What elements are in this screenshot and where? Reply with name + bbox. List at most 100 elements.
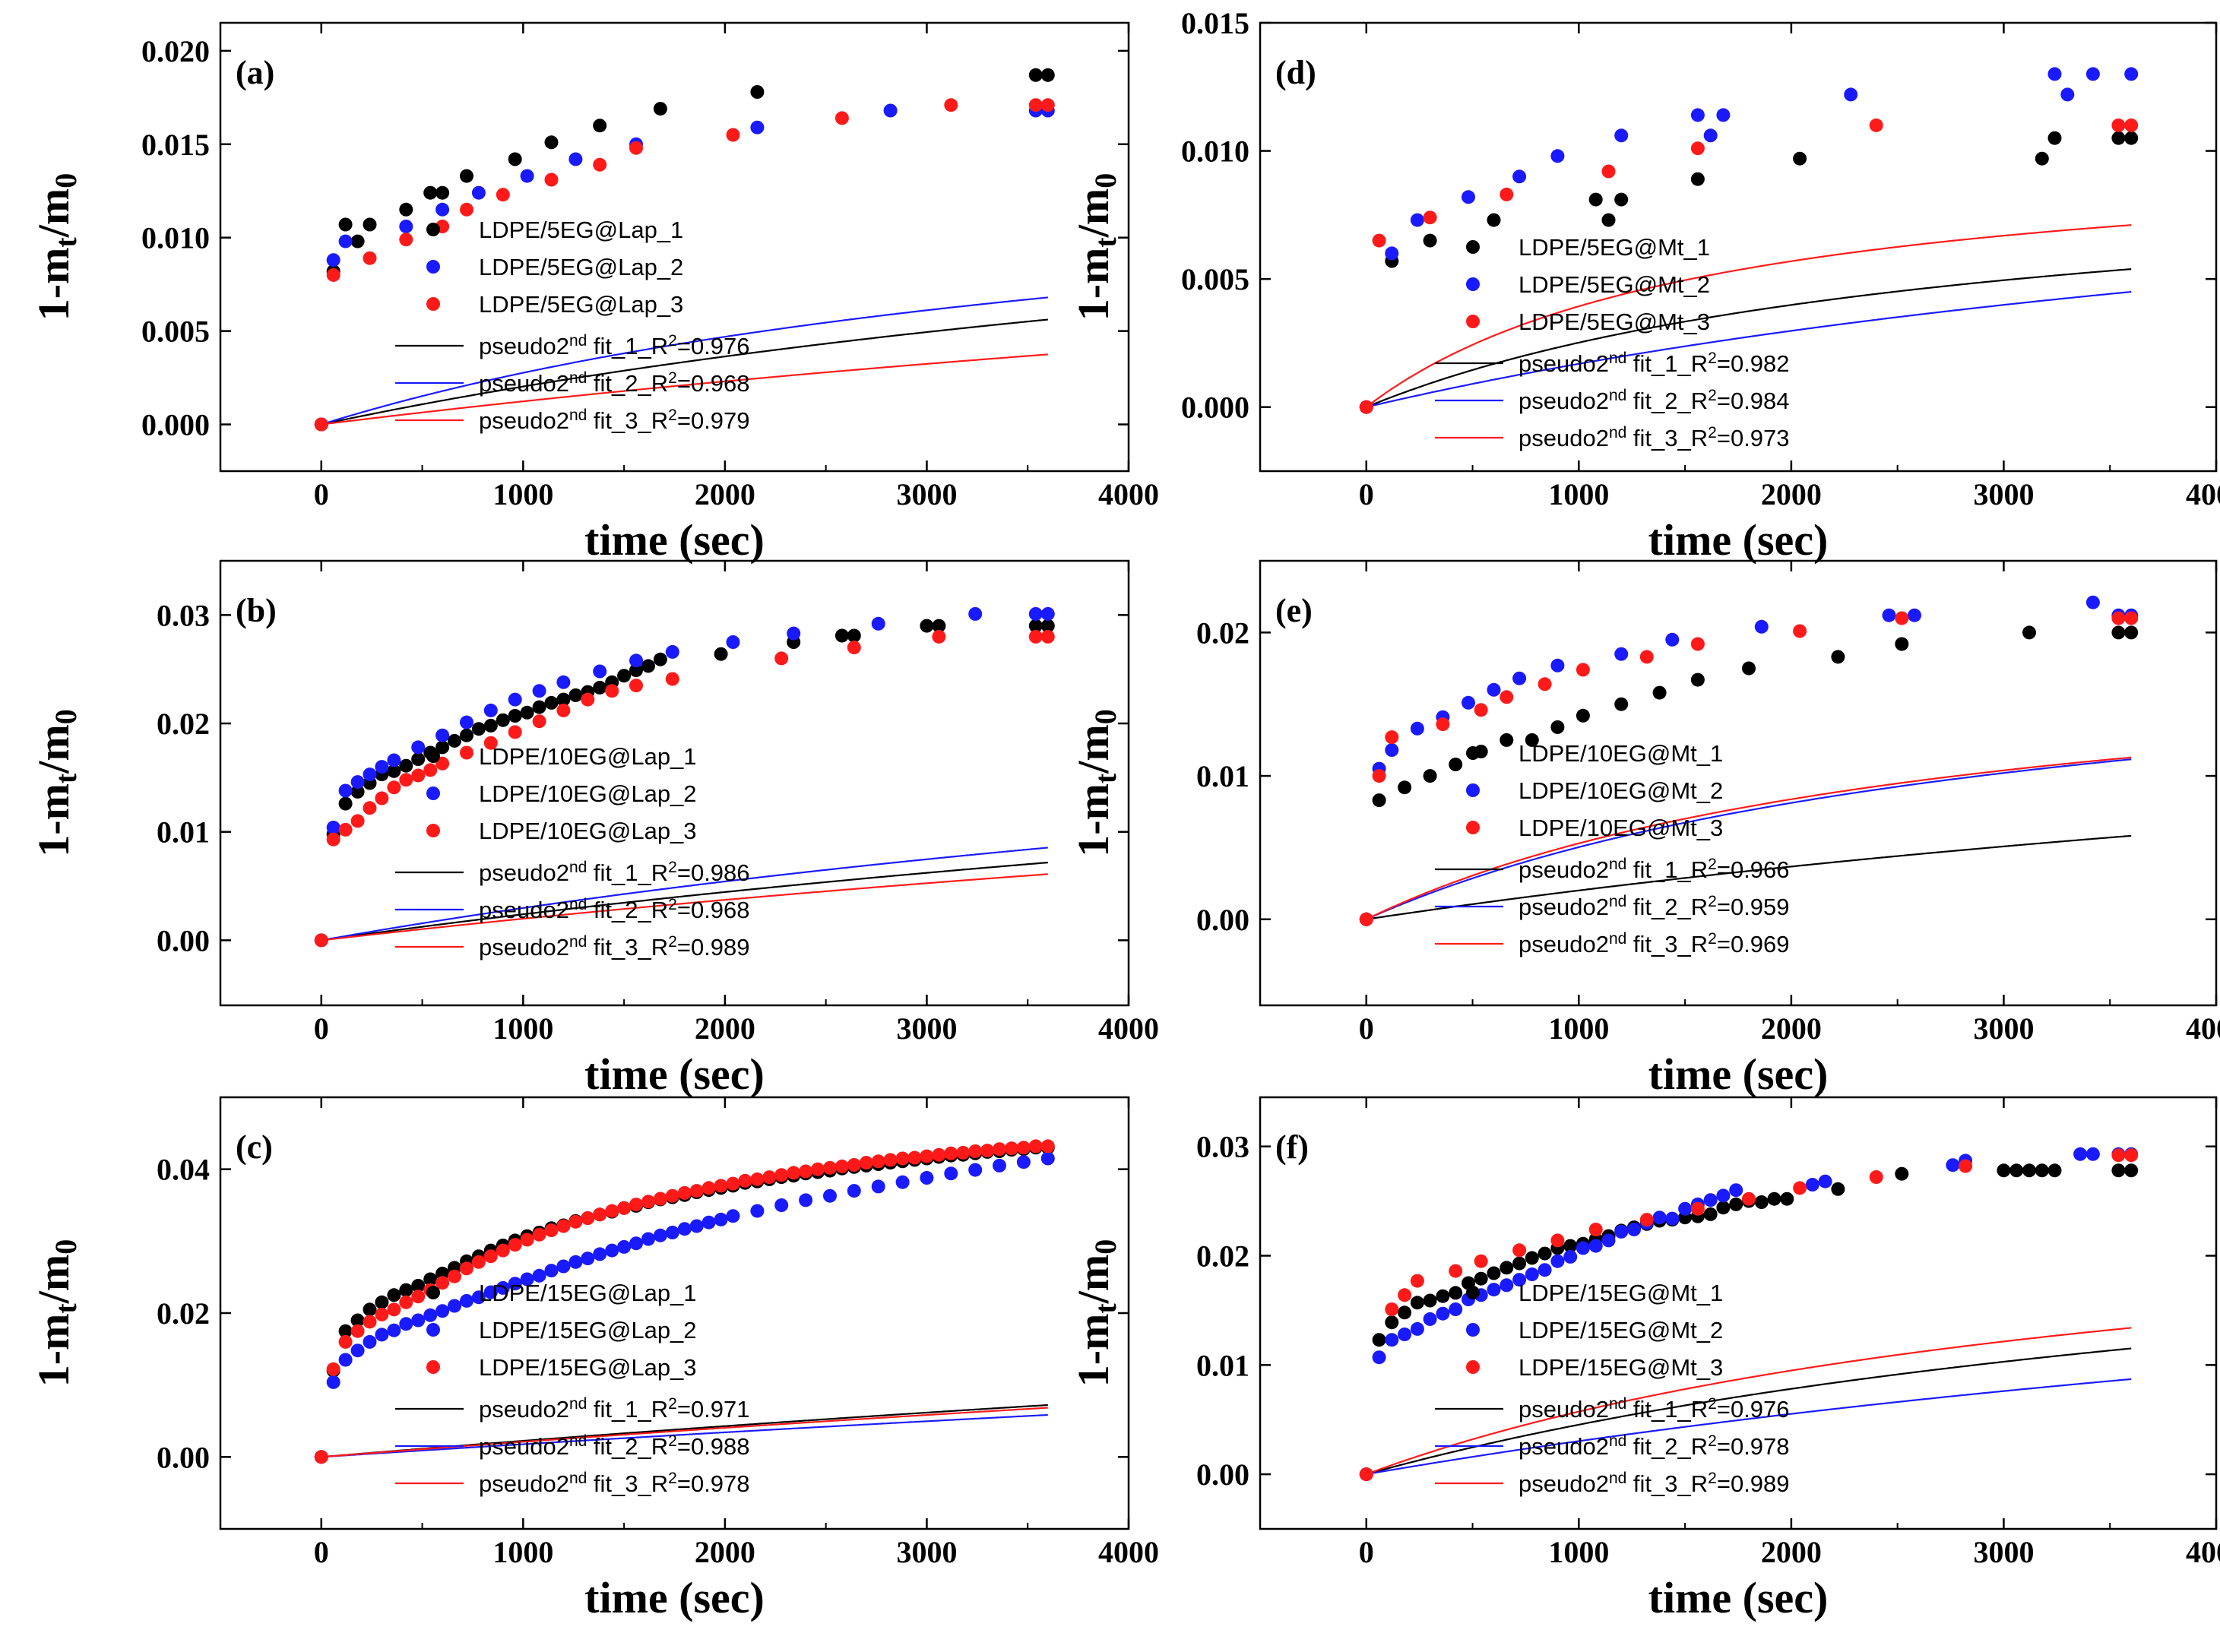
y-title-sub-t: t <box>1088 237 1123 248</box>
data-point-series-2 <box>689 1219 704 1233</box>
data-point-series-2 <box>1512 671 1527 685</box>
data-point-series-2 <box>993 1158 1006 1173</box>
y-tick-label: 0.04 <box>157 1153 210 1187</box>
legend-marker-2 <box>426 1323 440 1337</box>
data-point-series-3 <box>568 1214 583 1229</box>
fit-label-mid: fit_1_R <box>1626 856 1708 883</box>
data-point-series-1 <box>1780 1192 1794 1206</box>
fit-label-sup: nd <box>1609 1432 1626 1450</box>
data-point-series-2 <box>508 692 522 707</box>
x-tick-label: 1000 <box>1548 477 1609 511</box>
data-point-series-2 <box>871 616 885 631</box>
legend-marker-3 <box>426 1360 440 1374</box>
data-point-series-1 <box>423 185 438 200</box>
data-point-series-2 <box>1028 606 1043 621</box>
data-point-series-3 <box>1576 663 1590 677</box>
data-point-series-1 <box>387 764 401 778</box>
y-tick-label: 0.005 <box>1181 262 1249 296</box>
data-point-series-3 <box>338 1334 353 1349</box>
data-point-series-3 <box>907 1150 922 1165</box>
fit-label-end: =0.968 <box>677 897 750 923</box>
data-point-series-3 <box>871 1154 885 1169</box>
data-point-series-1 <box>1690 172 1705 186</box>
data-point-series-3 <box>314 417 328 432</box>
fit-label-end: =0.969 <box>1717 931 1790 957</box>
fit-label-sup: nd <box>569 859 587 876</box>
data-point-series-1 <box>532 700 546 714</box>
data-point-series-3 <box>1359 912 1373 926</box>
data-point-series-3 <box>641 1195 655 1209</box>
legend-label-series-2: LDPE/5EG@Mt_2 <box>1519 271 1710 298</box>
data-point-series-3 <box>1385 730 1399 745</box>
fit-label-mid: fit_3_R <box>587 407 668 434</box>
legend-label-fit-2: pseudo2nd fit_2_R2=0.978 <box>1519 1432 1790 1461</box>
data-point-series-3 <box>1690 1201 1705 1216</box>
data-point-series-3 <box>350 814 365 828</box>
data-point-series-2 <box>520 1272 534 1286</box>
fit-label-main: pseudo2 <box>479 370 569 397</box>
data-point-series-3 <box>326 832 340 847</box>
data-point-series-3 <box>460 202 473 217</box>
data-point-series-2 <box>799 1193 813 1207</box>
data-point-series-3 <box>799 1164 813 1179</box>
data-point-series-3 <box>1474 1254 1488 1268</box>
data-point-series-1 <box>920 619 934 633</box>
fit-label-sup2: 2 <box>1708 1470 1717 1487</box>
fit-label-end: =0.979 <box>677 407 750 434</box>
data-point-series-3 <box>399 773 413 787</box>
data-point-series-2 <box>1550 149 1565 163</box>
data-point-series-2 <box>375 760 389 774</box>
data-point-series-3 <box>1040 98 1055 112</box>
data-point-series-2 <box>1016 1155 1031 1169</box>
data-point-series-3 <box>1895 611 1909 625</box>
data-point-series-1 <box>460 169 473 183</box>
fit-label-sup: nd <box>569 332 587 350</box>
data-point-series-1 <box>1423 769 1437 783</box>
y-tick-label: 0.00 <box>157 923 210 957</box>
y-tick-label: 0.015 <box>141 128 210 162</box>
data-point-series-2 <box>605 1243 619 1258</box>
data-point-series-1 <box>2035 151 2049 166</box>
data-point-series-3 <box>496 1243 510 1258</box>
data-point-series-2 <box>399 1317 413 1331</box>
data-point-series-2 <box>641 1232 655 1246</box>
data-point-series-2 <box>483 703 498 717</box>
data-point-series-2 <box>1601 1233 1616 1248</box>
data-point-series-3 <box>605 1204 619 1218</box>
legend-label-fit-3: pseudo2nd fit_3_R2=0.989 <box>1519 1470 1790 1498</box>
data-point-series-3 <box>823 1160 837 1175</box>
data-point-series-3 <box>544 1223 559 1238</box>
data-point-series-1 <box>1410 1296 1424 1310</box>
data-point-series-2 <box>387 753 401 767</box>
x-tick-label: 3000 <box>896 477 957 511</box>
data-point-series-1 <box>1563 1239 1578 1253</box>
fit-label-mid: fit_1_R <box>1626 350 1708 377</box>
legend-label-series-3: LDPE/15EG@Mt_3 <box>1519 1354 1723 1381</box>
x-tick-label: 1000 <box>492 1011 553 1046</box>
data-point-series-2 <box>532 1268 546 1283</box>
data-point-series-2 <box>1690 108 1705 122</box>
legend-label-fit-3: pseudo2nd fit_3_R2=0.979 <box>479 407 750 435</box>
fit-curve-2 <box>1366 290 2132 408</box>
data-point-series-2 <box>1588 1239 1603 1253</box>
y-title-sub-0: 0 <box>49 173 83 188</box>
data-point-series-1 <box>593 119 607 133</box>
legend-marker-3 <box>1466 315 1480 328</box>
data-point-series-3 <box>1372 233 1386 248</box>
fit-curve-3 <box>1366 756 2132 920</box>
fit-label-main: pseudo2 <box>479 1433 569 1460</box>
data-point-series-3 <box>581 1211 595 1225</box>
data-point-series-2 <box>1614 128 1629 143</box>
fit-label-sup2: 2 <box>668 407 677 424</box>
data-point-series-3 <box>460 1261 473 1276</box>
data-point-series-1 <box>2111 131 2126 145</box>
data-point-series-2 <box>1449 1302 1463 1316</box>
data-point-series-3 <box>834 1159 849 1173</box>
fit-label-end: =0.988 <box>677 1433 750 1460</box>
fit-label-sup: nd <box>569 1432 587 1450</box>
data-point-series-2 <box>883 103 898 118</box>
legend-label-series-1: LDPE/10EG@Mt_1 <box>1519 740 1723 767</box>
data-point-series-3 <box>750 1172 765 1186</box>
data-point-series-1 <box>460 728 473 742</box>
